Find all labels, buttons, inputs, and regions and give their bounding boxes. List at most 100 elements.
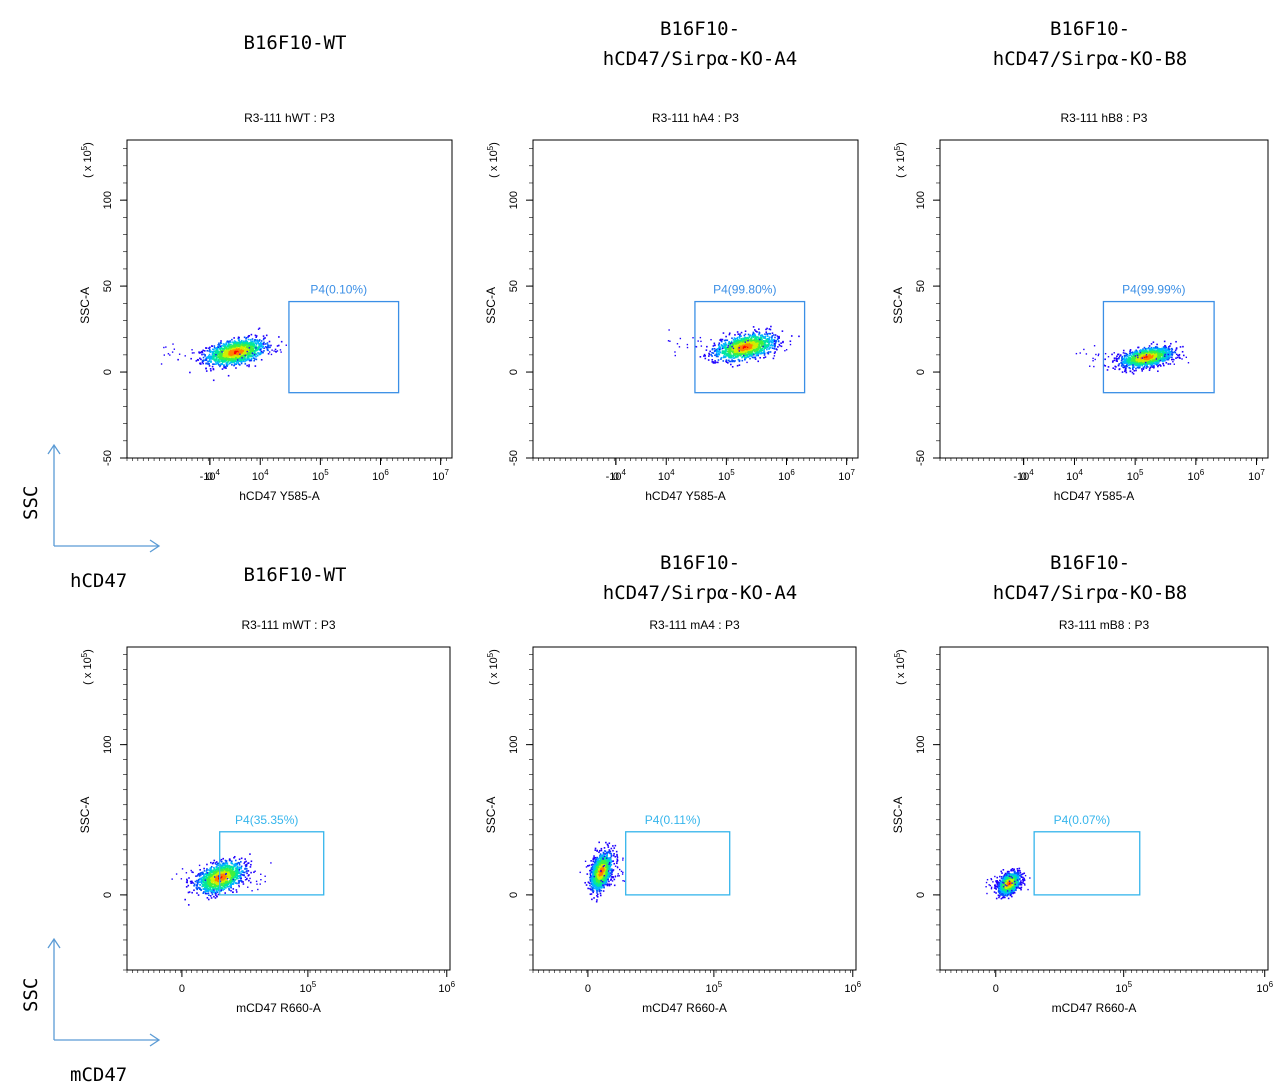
- x-tick-label: 105: [706, 980, 723, 995]
- gate-p4: [219, 831, 325, 896]
- population-dots: [171, 853, 272, 906]
- plot-frame: [939, 646, 1269, 971]
- y-tick-label: 0: [102, 892, 114, 898]
- x-axis-label: mCD47 R660-A: [236, 1001, 321, 1015]
- population-dots: [985, 867, 1031, 900]
- y-tick-label: 50: [915, 280, 927, 292]
- x-tick-label: 104: [252, 468, 269, 483]
- scatter-plot-3: R3-111 mWT : P3 0 105 106 mCD47 R660-A 0 100 SS…: [78, 618, 456, 1015]
- x-tick-label: 107: [838, 468, 855, 483]
- sample-title-bottom-a4: B16F10- hCD47/Sirpα-KO-A4: [602, 552, 798, 604]
- plot-title: R3-111 hA4 : P3: [652, 111, 739, 125]
- sample-title-top-wt: B16F10-WT: [243, 32, 347, 54]
- x-tick-label: 105: [718, 468, 735, 483]
- x-tick-label: 0: [1021, 471, 1027, 483]
- plot-frame: [939, 139, 1269, 459]
- x-tick-label: 105: [300, 980, 317, 995]
- x-tick-label: -104: [200, 468, 221, 483]
- y-axis-label: SSC-A: [891, 797, 905, 834]
- population-dots: [667, 325, 800, 368]
- gate-p4: [694, 300, 806, 394]
- y-tick-label: 100: [915, 735, 927, 753]
- x-tick-label: -104: [606, 468, 627, 483]
- plot-frame: [532, 646, 857, 971]
- x-axis-label: mCD47 R660-A: [642, 1001, 727, 1015]
- axis-arrow-bottom: [47, 937, 161, 1047]
- plot-frame: [532, 139, 859, 459]
- population-dots: [160, 327, 287, 382]
- plot-title: R3-111 mA4 : P3: [649, 618, 740, 632]
- x-tick-label: 107: [1248, 468, 1265, 483]
- y-tick-label: 0: [508, 892, 520, 898]
- x-tick-label: 105: [312, 468, 329, 483]
- y-tick-label: 100: [102, 735, 114, 753]
- gate-p4: [1033, 831, 1141, 896]
- gate-p4: [1102, 300, 1215, 394]
- x-axis-label: hCD47 Y585-A: [1054, 489, 1135, 503]
- gate-label: P4(35.35%): [235, 813, 298, 827]
- x-tick-label: 0: [613, 471, 619, 483]
- gate-label: P4(0.11%): [645, 813, 701, 827]
- y-axis-label: SSC-A: [891, 287, 905, 324]
- plot-title: R3-111 hWT : P3: [244, 111, 335, 125]
- sample-title-top-b8: B16F10- hCD47/Sirpα-KO-B8: [992, 18, 1188, 70]
- sample-title-bottom-wt: B16F10-WT: [243, 564, 347, 586]
- sample-title-top-a4: B16F10- hCD47/Sirpα-KO-A4: [602, 18, 798, 70]
- x-tick-label: 0: [179, 983, 185, 995]
- arrow-head-up: [47, 443, 61, 455]
- population-dots: [1075, 340, 1190, 375]
- x-tick-label: 107: [432, 468, 449, 483]
- x-tick-label: 106: [844, 980, 861, 995]
- y-multiplier-label: ( x 105): [893, 649, 907, 685]
- y-tick-label: -50: [915, 450, 927, 466]
- arrow-head-right: [149, 539, 161, 553]
- side-label-mcd47: mCD47: [70, 1064, 128, 1086]
- plot-title: R3-111 mWT : P3: [241, 618, 335, 632]
- plot-title: R3-111 mB8 : P3: [1059, 618, 1150, 632]
- x-tick-label: 0: [585, 983, 591, 995]
- gate-label: P4(99.80%): [713, 283, 776, 297]
- x-tick-label: 106: [1256, 980, 1273, 995]
- y-multiplier-label: ( x 105): [80, 649, 94, 685]
- x-tick-label: 106: [778, 468, 795, 483]
- sample-title-bottom-b8: B16F10- hCD47/Sirpα-KO-B8: [992, 552, 1188, 604]
- y-tick-label: -50: [102, 450, 114, 466]
- x-tick-label: 106: [1187, 468, 1204, 483]
- x-tick-label: 0: [993, 983, 999, 995]
- y-tick-label: 0: [915, 369, 927, 375]
- y-tick-label: 100: [508, 191, 520, 209]
- y-multiplier-label: ( x 105): [486, 649, 500, 685]
- scatter-plot-4: R3-111 mA4 : P3 0 105 106 mCD47 R660-A 0 100 SS…: [484, 618, 862, 1015]
- y-axis-label: SSC-A: [78, 287, 92, 324]
- x-tick-label: 104: [658, 468, 675, 483]
- gate-p4: [288, 300, 400, 394]
- y-tick-label: 0: [508, 369, 520, 375]
- x-tick-label: 106: [438, 980, 455, 995]
- y-axis-label: SSC-A: [484, 797, 498, 834]
- x-tick-label: 104: [1066, 468, 1083, 483]
- y-axis-label: SSC-A: [484, 287, 498, 324]
- x-axis-label: mCD47 R660-A: [1052, 1001, 1137, 1015]
- y-tick-label: 100: [102, 191, 114, 209]
- x-tick-label: 0: [207, 471, 213, 483]
- y-tick-label: 50: [508, 280, 520, 292]
- gate-p4: [625, 831, 731, 896]
- plot-frame: [126, 646, 451, 971]
- arrow-head-up: [47, 937, 61, 949]
- x-tick-label: 105: [1127, 468, 1144, 483]
- plot-title: R3-111 hB8 : P3: [1061, 111, 1148, 125]
- x-axis-label: hCD47 Y585-A: [239, 489, 320, 503]
- plot-frame: [126, 139, 453, 459]
- gate-label: P4(0.07%): [1054, 813, 1111, 827]
- gate-label: P4(0.10%): [310, 283, 367, 297]
- y-tick-label: 100: [915, 191, 927, 209]
- y-multiplier-label: ( x 105): [80, 142, 94, 178]
- side-label-hcd47: hCD47: [70, 570, 128, 592]
- y-tick-label: 100: [508, 735, 520, 753]
- arrow-head-right: [149, 1033, 161, 1047]
- x-tick-label: -104: [1013, 468, 1034, 483]
